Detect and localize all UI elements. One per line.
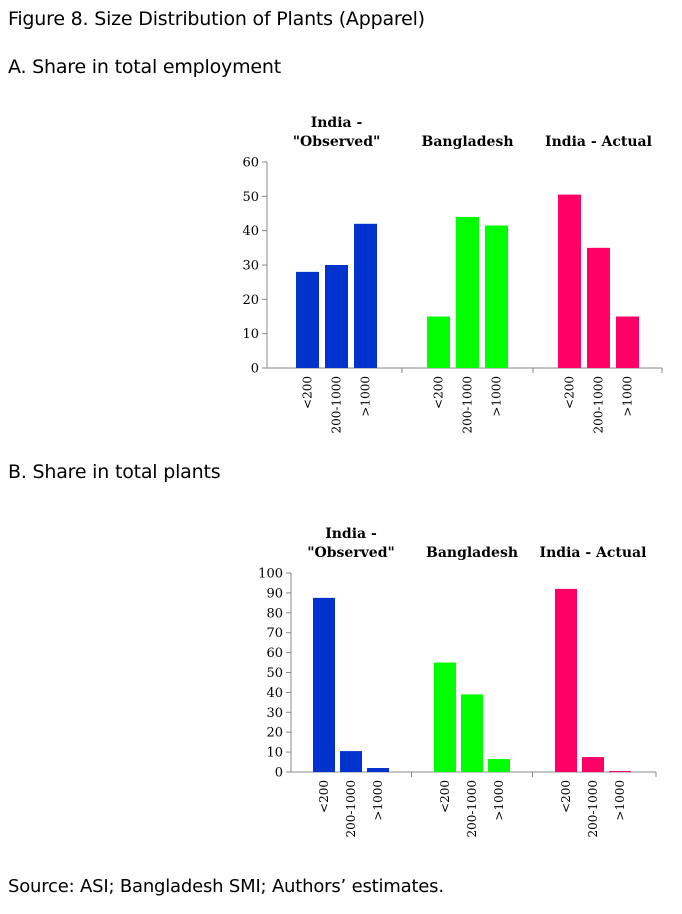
chart-b-bar [461,694,483,772]
chart-b-x-tick-label: 200-1000 [586,780,600,838]
chart-b-bar [340,751,362,772]
chart-b-y-tick-label: 70 [266,626,283,641]
chart-a-y-tick-label: 40 [242,224,259,239]
chart-a-x-tick-label: 200-1000 [330,376,344,434]
chart-a-x-tick-label: <200 [301,376,315,409]
chart-a-bar [354,223,377,368]
chart-b-y-tick-label: 30 [266,706,283,721]
chart-a-x-tick-label: 200-1000 [461,376,475,434]
chart-a-x-tick-label: <200 [563,376,577,409]
chart-b-x-tick-label: <200 [438,780,452,813]
chart-b-group-label: Bangladesh [426,545,518,561]
chart-b-x-tick-label: <200 [559,780,573,813]
chart-b-y-tick-label: 100 [258,567,283,582]
chart-a-y-tick-label: 60 [242,156,259,171]
chart-b-bar [582,757,604,772]
chart-a-x-tick-label: >1000 [359,376,373,417]
chart-a-x-tick-label: >1000 [621,376,635,417]
chart-a-bar [616,316,639,368]
chart-b-bar [609,771,631,772]
figure-title: Figure 8. Size Distribution of Plants (A… [8,8,425,30]
chart-b-bar [313,597,335,772]
chart-b-y-tick-label: 10 [266,746,283,761]
chart-b-bar [434,662,456,772]
panel-a-title: A. Share in total employment [8,56,281,78]
chart-a-y-tick-label: 30 [242,259,259,274]
chart-a-bar [587,247,610,368]
chart-a-bar [325,265,348,368]
chart-a-bar [558,194,581,368]
chart-a-group-label: "Observed" [293,134,381,150]
chart-a-group-label: Bangladesh [421,134,513,150]
chart-b-x-tick-label: 200-1000 [465,780,479,838]
chart-b-x-tick-label: >1000 [613,780,627,821]
chart-b-bar [488,759,510,772]
chart-b-group-label: "Observed" [307,545,395,561]
chart-a-y-tick-label: 50 [242,190,259,205]
chart-b-bar [367,768,389,772]
chart-b-x-tick-label: >1000 [371,780,385,821]
chart-b-y-tick-label: 50 [266,666,283,681]
chart-a-x-tick-label: >1000 [490,376,504,417]
chart-b-group-label: India - [325,526,377,542]
chart-b-y-tick-label: 0 [275,766,283,781]
chart-a-x-tick-label: 200-1000 [592,376,606,434]
chart-b-y-tick-label: 90 [266,586,283,601]
chart-b-x-tick-label: <200 [317,780,331,813]
chart-a-y-tick-label: 20 [242,293,259,308]
panel-b-title: B. Share in total plants [8,461,221,483]
chart-b-bar [555,588,577,772]
chart-b-y-tick-label: 20 [266,726,283,741]
chart-a-y-tick-label: 10 [242,327,259,342]
chart-b-y-tick-label: 40 [266,686,283,701]
source-note: Source: ASI; Bangladesh SMI; Authors’ es… [8,876,444,897]
chart-a-group-label: India - [311,115,363,131]
chart-a-y-tick-label: 0 [251,362,259,377]
chart-b-x-tick-label: >1000 [492,780,506,821]
chart-a-x-tick-label: <200 [432,376,446,409]
chart-b-group-label: India - Actual [540,545,647,561]
chart-a-bar [427,316,450,368]
chart-a-bar [296,271,319,368]
chart-b-x-tick-label: 200-1000 [344,780,358,838]
chart-a-bar [485,225,508,368]
chart-b-y-tick-label: 80 [266,606,283,621]
chart-a-group-label: India - Actual [545,134,652,150]
chart-b-y-tick-label: 60 [266,646,283,661]
chart-a-bar [456,216,479,368]
